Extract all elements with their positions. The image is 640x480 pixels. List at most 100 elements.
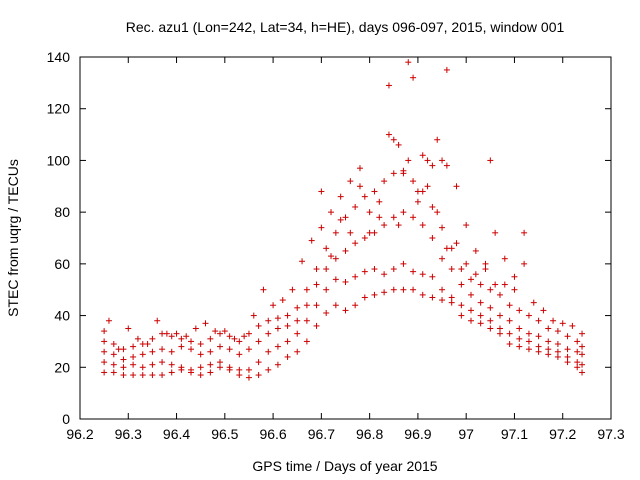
data-point bbox=[381, 271, 388, 278]
data-point bbox=[241, 333, 248, 340]
data-point bbox=[545, 338, 552, 345]
data-point bbox=[236, 351, 243, 358]
data-point bbox=[149, 361, 156, 368]
data-point bbox=[265, 348, 272, 355]
x-tick-label: 97.3 bbox=[597, 426, 624, 442]
data-point bbox=[159, 372, 166, 379]
data-point bbox=[487, 304, 494, 311]
data-point bbox=[313, 322, 320, 329]
x-tick-label: 96.6 bbox=[259, 426, 286, 442]
data-point bbox=[139, 351, 146, 358]
data-point bbox=[347, 229, 354, 236]
data-point bbox=[439, 286, 446, 293]
data-point bbox=[579, 343, 586, 350]
data-point bbox=[525, 338, 532, 345]
data-point bbox=[216, 343, 223, 350]
data-point bbox=[101, 369, 108, 376]
data-point bbox=[506, 302, 513, 309]
data-point bbox=[207, 361, 214, 368]
data-point bbox=[390, 266, 397, 273]
data-point bbox=[477, 320, 484, 327]
data-point bbox=[419, 291, 426, 298]
data-point bbox=[352, 240, 359, 247]
data-point bbox=[496, 291, 503, 298]
data-point bbox=[554, 353, 561, 360]
data-point bbox=[371, 188, 378, 195]
data-point bbox=[216, 364, 223, 371]
data-point bbox=[574, 364, 581, 371]
x-axis: 96.2 96.3 96.4 96.5 96.6 96.7 96.8 96.9 97 97.1 97… bbox=[66, 57, 625, 442]
data-point bbox=[144, 341, 151, 348]
data-point bbox=[226, 333, 233, 340]
data-point bbox=[163, 330, 170, 337]
data-point bbox=[352, 302, 359, 309]
y-tick-label: 80 bbox=[54, 204, 70, 220]
data-point bbox=[342, 307, 349, 314]
data-point bbox=[521, 260, 528, 267]
data-point bbox=[303, 302, 310, 309]
data-point bbox=[477, 299, 484, 306]
x-tick-label: 96.2 bbox=[66, 426, 93, 442]
data-point bbox=[535, 343, 542, 350]
data-point bbox=[245, 366, 252, 373]
data-point bbox=[448, 266, 455, 273]
data-point bbox=[245, 374, 252, 381]
data-point bbox=[410, 286, 417, 293]
data-point bbox=[101, 348, 108, 355]
data-point bbox=[395, 141, 402, 148]
data-point bbox=[318, 188, 325, 195]
data-point bbox=[579, 361, 586, 368]
data-point bbox=[284, 322, 291, 329]
data-point bbox=[120, 364, 127, 371]
data-point bbox=[439, 224, 446, 231]
data-point bbox=[197, 364, 204, 371]
data-point bbox=[294, 330, 301, 337]
data-point bbox=[472, 271, 479, 278]
data-point bbox=[299, 258, 306, 265]
data-point bbox=[506, 317, 513, 324]
data-point bbox=[381, 178, 388, 185]
data-point bbox=[371, 291, 378, 298]
data-point bbox=[207, 335, 214, 342]
x-tick-label: 97.1 bbox=[501, 426, 528, 442]
data-point bbox=[139, 364, 146, 371]
data-point bbox=[342, 247, 349, 254]
data-point bbox=[178, 364, 185, 371]
data-point bbox=[188, 338, 195, 345]
data-point bbox=[323, 266, 330, 273]
data-point bbox=[506, 341, 513, 348]
data-point bbox=[458, 312, 465, 319]
data-point bbox=[101, 328, 108, 335]
x-tick-label: 96.8 bbox=[356, 426, 383, 442]
data-point bbox=[381, 289, 388, 296]
data-point bbox=[487, 157, 494, 164]
data-point bbox=[366, 229, 373, 236]
data-point bbox=[361, 193, 368, 200]
data-point bbox=[342, 214, 349, 221]
data-point bbox=[342, 278, 349, 285]
data-point bbox=[477, 312, 484, 319]
data-point bbox=[173, 330, 180, 337]
data-point bbox=[192, 325, 199, 332]
data-point bbox=[115, 346, 122, 353]
data-point bbox=[101, 338, 108, 345]
data-point bbox=[110, 369, 117, 376]
data-point bbox=[308, 237, 315, 244]
data-point bbox=[496, 325, 503, 332]
data-point bbox=[226, 364, 233, 371]
data-point bbox=[419, 222, 426, 229]
data-point bbox=[303, 317, 310, 324]
data-point bbox=[328, 209, 335, 216]
data-point bbox=[448, 299, 455, 306]
data-point bbox=[183, 333, 190, 340]
data-point bbox=[274, 325, 281, 332]
data-point bbox=[525, 312, 532, 319]
data-point bbox=[188, 366, 195, 373]
data-point bbox=[381, 222, 388, 229]
data-point bbox=[236, 338, 243, 345]
data-point bbox=[400, 209, 407, 216]
data-point bbox=[294, 317, 301, 324]
data-point bbox=[400, 170, 407, 177]
data-point bbox=[212, 328, 219, 335]
data-point bbox=[579, 369, 586, 376]
